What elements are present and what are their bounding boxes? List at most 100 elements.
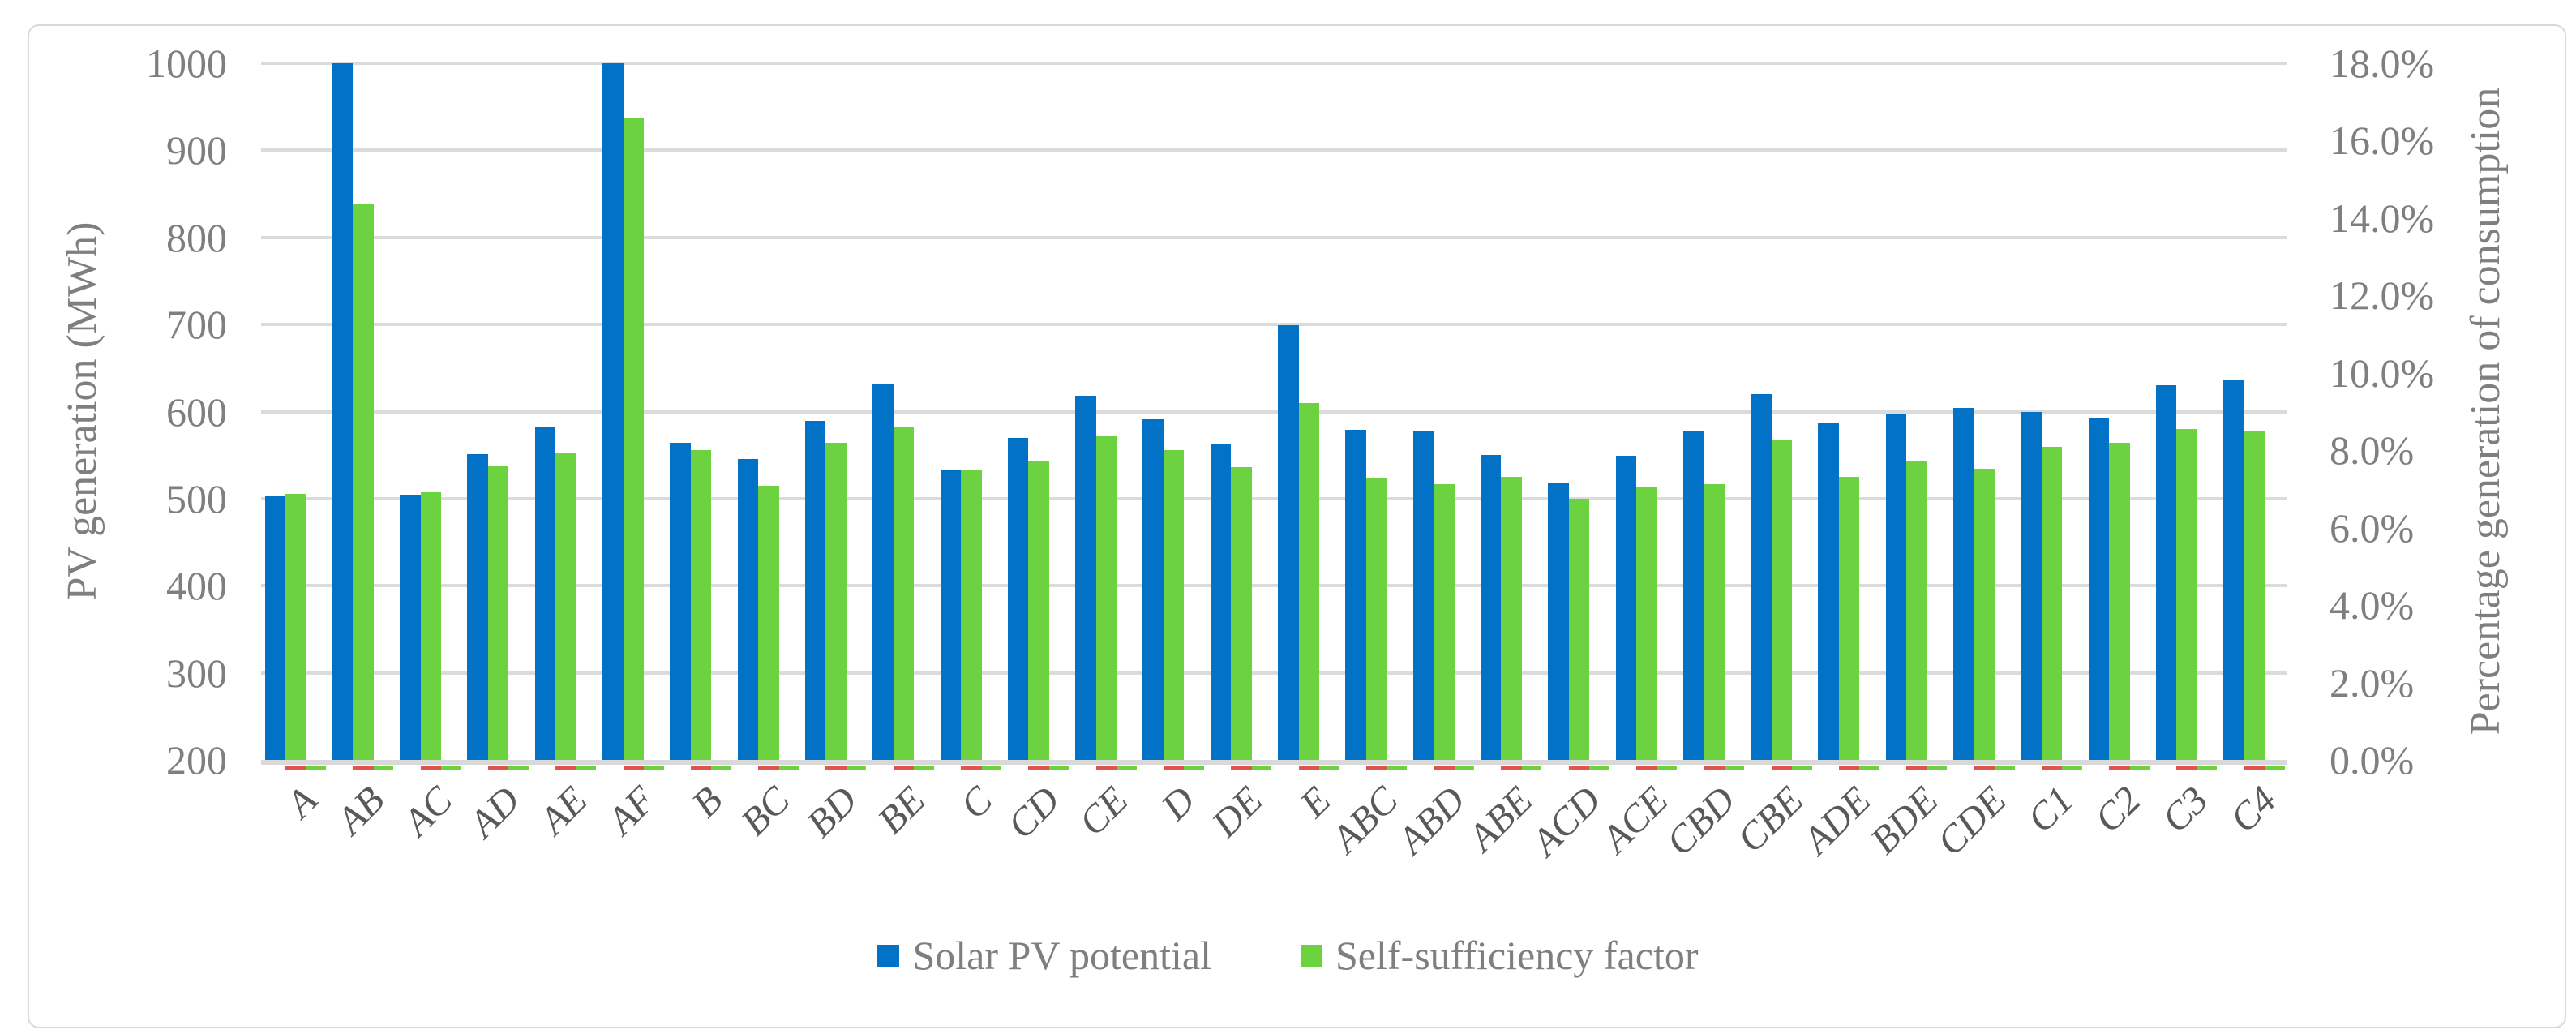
solar-pv-bar [1751,394,1772,760]
right-axis-tick: 10.0% [2330,350,2435,396]
baseline-marker-red [420,766,442,770]
solar-pv-bar [2088,418,2110,760]
baseline-marker-red [893,766,915,770]
baseline-marker-red [1771,766,1793,770]
solar-pv-bar [1548,483,1569,760]
self-sufficiency-bar [1434,483,1455,760]
gridline [261,671,2287,675]
right-axis-tick: 16.0% [2330,118,2435,164]
self-sufficiency-bar [285,493,306,760]
left-axis-tick: 600 [166,388,227,435]
baseline-marker-red [2244,766,2265,770]
x-axis-line [261,760,2287,765]
self-sufficiency-bar [1231,467,1252,760]
solar-pv-bar [1210,444,1232,760]
baseline-marker-red [2109,766,2130,770]
self-sufficiency-bar [1568,498,1590,760]
self-sufficiency-bar [487,466,509,760]
left-axis-tick: 700 [166,302,227,348]
solar-pv-bar [1412,431,1434,760]
baseline-marker-green [1184,766,1204,770]
baseline-marker-green [576,766,597,770]
baseline-marker-green [1657,766,1677,770]
baseline-marker-red [961,766,982,770]
baseline-marker-green [2265,766,2285,770]
left-axis-title: PV generation (MWh) [59,221,105,601]
solar-pv-bar [737,458,759,760]
legend-label-solar-pv: Solar PV potential [912,933,1211,978]
self-sufficiency-bar [1298,402,1319,760]
baseline-marker-green [1521,766,1542,770]
legend-swatch-self-sufficiency-icon [1301,944,1322,967]
baseline-marker-red [1028,766,1049,770]
gridline [261,584,2287,588]
gridline [261,496,2287,500]
solar-pv-bar [2223,380,2244,760]
baseline-marker-green [441,766,461,770]
self-sufficiency-bar [825,443,847,760]
left-axis-tick: 1000 [146,41,227,86]
self-sufficiency-bar [893,427,915,760]
self-sufficiency-bar [961,470,982,760]
right-axis-tick: 18.0% [2330,41,2435,86]
solar-pv-bar [264,495,285,760]
baseline-marker-green [306,766,326,770]
baseline-marker-red [1838,766,1860,770]
baseline-marker-red [690,766,712,770]
baseline-marker-red [487,766,509,770]
self-sufficiency-bar [690,449,712,760]
baseline-marker-green [1792,766,1812,770]
self-sufficiency-bar [1365,478,1387,760]
solar-pv-bar [602,63,624,760]
baseline-marker-red [1365,766,1387,770]
plot-area [261,62,2287,770]
baseline-marker-red [1163,766,1185,770]
baseline-marker-red [1636,766,1657,770]
self-sufficiency-bar [1028,461,1049,760]
baseline-marker-red [1095,766,1117,770]
baseline-marker-green [373,766,394,770]
baseline-marker-green [1454,766,1475,770]
solar-pv-bar [534,427,556,760]
self-sufficiency-bar [420,492,442,760]
baseline-marker-green [1724,766,1745,770]
self-sufficiency-bar [2109,443,2130,760]
self-sufficiency-bar [1636,487,1657,760]
legend: Solar PV potential Self-sufficiency fact… [0,933,2576,978]
left-axis-tick: 900 [166,127,227,174]
solar-pv-bar [1682,431,1704,760]
right-axis-tick: 2.0% [2330,659,2415,706]
baseline-marker-green [778,766,799,770]
self-sufficiency-bar [2041,446,2063,760]
baseline-marker-green [1927,766,1948,770]
right-axis-tick: 0.0% [2330,737,2415,783]
right-axis-tick: 14.0% [2330,195,2435,241]
baseline-marker-green [1048,766,1069,770]
gridline [261,62,2287,65]
baseline-marker-red [285,766,306,770]
left-axis-tick: 200 [166,737,227,783]
baseline-marker-green [846,766,867,770]
baseline-marker-red [1298,766,1319,770]
baseline-marker-red [2176,766,2197,770]
baseline-marker-green [711,766,731,770]
right-axis-tick: 6.0% [2330,504,2415,551]
solar-pv-bar [332,63,354,760]
baseline-marker-green [1251,766,1272,770]
solar-pv-bar [400,494,421,760]
self-sufficiency-bar [353,203,374,760]
solar-pv-bar [1007,437,1029,760]
solar-pv-bar [2021,411,2042,760]
solar-pv-bar [1615,456,1636,760]
right-axis-title: Percentage generation of consumption [2462,87,2509,736]
self-sufficiency-bar [1906,461,1927,760]
baseline-marker-green [1859,766,1879,770]
solar-pv-bar [1818,423,1839,760]
baseline-marker-green [981,766,1001,770]
self-sufficiency-bar [1163,449,1185,760]
baseline-marker-green [1589,766,1609,770]
solar-pv-bar [1480,455,1502,760]
solar-pv-bar [1075,396,1096,760]
baseline-marker-red [2041,766,2063,770]
left-axis-tick: 400 [166,563,227,609]
